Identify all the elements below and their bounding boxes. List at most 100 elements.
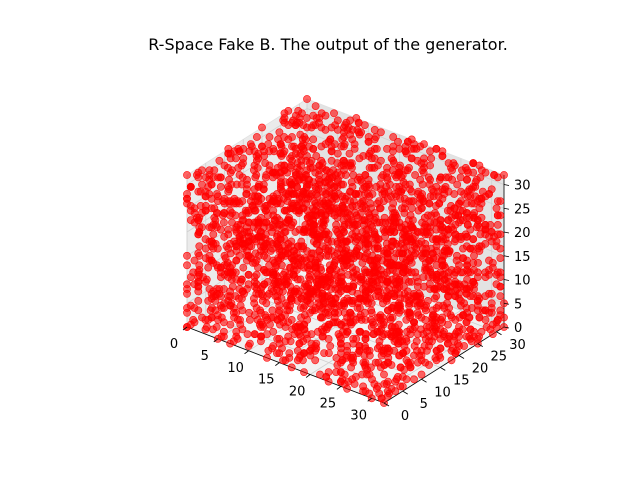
data-point (417, 251, 426, 260)
data-point (275, 301, 284, 310)
data-point (276, 149, 285, 158)
data-point (263, 353, 271, 362)
data-point (380, 346, 388, 355)
data-point (394, 137, 402, 146)
data-point (332, 220, 340, 229)
data-point (293, 356, 302, 365)
data-point (345, 149, 354, 158)
data-point (395, 299, 403, 308)
data-point (321, 190, 330, 198)
data-point (280, 133, 289, 141)
data-point (448, 175, 456, 184)
data-point (423, 211, 432, 220)
x-tick (305, 374, 311, 378)
data-point (496, 292, 505, 300)
data-point (324, 368, 333, 376)
data-point (324, 206, 333, 215)
data-point (451, 292, 460, 300)
data-point (428, 306, 437, 315)
data-point (312, 263, 321, 272)
data-point (373, 254, 382, 262)
data-point (353, 175, 362, 184)
data-point (245, 315, 254, 324)
data-point (451, 277, 460, 286)
data-point (280, 109, 289, 118)
data-point (426, 192, 435, 201)
data-point (383, 292, 392, 300)
data-point (403, 166, 412, 175)
data-point (311, 102, 320, 110)
x-tick (367, 397, 372, 402)
data-point (295, 339, 304, 348)
data-point (371, 358, 380, 367)
data-point (485, 190, 493, 198)
data-point (395, 242, 403, 251)
data-point (343, 237, 351, 246)
data-point (252, 133, 261, 141)
data-point (410, 299, 418, 308)
data-point (330, 304, 339, 312)
data-point (492, 270, 501, 279)
data-point (373, 263, 382, 272)
data-point (436, 173, 445, 182)
data-point (425, 199, 434, 208)
z-tick (503, 184, 510, 186)
data-point (207, 289, 216, 298)
data-point (189, 315, 198, 324)
data-point (287, 287, 296, 296)
data-point (410, 289, 418, 298)
data-point (263, 201, 271, 210)
data-point (201, 187, 210, 196)
data-point (362, 232, 371, 241)
data-point (487, 299, 496, 308)
data-point (432, 218, 441, 227)
data-point (349, 268, 358, 277)
data-point (210, 166, 219, 175)
data-point (324, 334, 333, 343)
data-point (275, 349, 284, 357)
data-point (383, 330, 392, 338)
data-point (432, 346, 441, 355)
data-point (248, 192, 257, 201)
data-point (312, 152, 321, 160)
data-point (256, 213, 265, 222)
data-point (256, 285, 265, 293)
data-point (269, 270, 278, 279)
data-point (250, 206, 259, 215)
data-point (186, 182, 195, 191)
data-point (318, 304, 327, 312)
data-point (370, 209, 379, 217)
data-point (291, 121, 300, 129)
data-point (207, 204, 216, 213)
data-point (458, 311, 467, 319)
data-point (350, 380, 359, 388)
data-point (443, 239, 452, 248)
data-point (249, 223, 258, 232)
data-point (361, 239, 370, 248)
x-tick-label: 15 (258, 373, 275, 388)
data-point (391, 377, 400, 386)
data-point (488, 320, 497, 329)
y-tick (496, 331, 502, 336)
data-point (307, 123, 316, 132)
data-point (238, 325, 247, 334)
data-point (355, 154, 364, 163)
x-tick (244, 350, 249, 355)
data-point (400, 365, 408, 374)
data-point (453, 180, 462, 189)
data-point (413, 156, 422, 165)
data-point (291, 228, 300, 236)
data-point (269, 313, 278, 322)
data-point (325, 261, 334, 270)
data-point (269, 342, 278, 350)
data-point (370, 228, 379, 236)
data-point (312, 339, 321, 348)
data-point (263, 277, 272, 286)
data-point (387, 242, 396, 251)
z-tick (503, 326, 510, 329)
data-point (296, 304, 305, 312)
data-point (213, 311, 222, 319)
data-point (213, 192, 222, 201)
data-point (183, 251, 191, 260)
